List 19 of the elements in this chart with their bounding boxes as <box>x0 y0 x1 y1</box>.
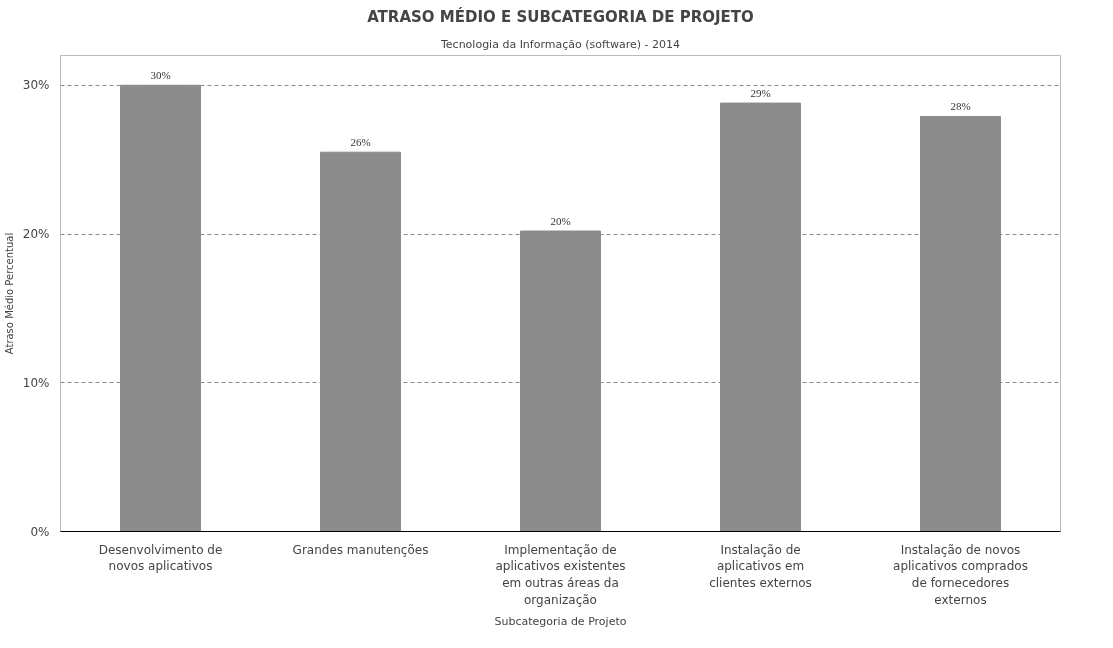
data-label: 29% <box>750 87 771 100</box>
y-tick-label: 0% <box>30 524 50 539</box>
x-tick-label: Implementação de aplicativos existentes em outras áreas da organização <box>495 542 626 607</box>
data-label: 28% <box>950 100 971 113</box>
data-label: 30% <box>150 69 171 82</box>
y-tick-label: 30% <box>22 78 50 93</box>
y-axis-title: Atraso Médio Percentual <box>3 232 15 355</box>
x-axis-title: Subcategoria de Projeto <box>494 614 627 628</box>
y-tick-label: 20% <box>22 227 50 241</box>
x-tick-label: Instalação de aplicativos em clientes externos <box>709 542 812 591</box>
chart-subtitle: Tecnologia da Informação (software) - 2014 <box>439 37 681 51</box>
data-label: 20% <box>550 215 571 228</box>
x-tick-label: Desenvolvimento de novos aplicativos <box>98 542 223 574</box>
data-label: 26% <box>350 136 371 149</box>
y-tick-label: 10% <box>22 375 50 390</box>
x-tick-label: Grandes manutenções <box>292 542 429 557</box>
chart-title: ATRASO MÉDIO E SUBCATEGORIA DE PROJETO <box>367 6 754 26</box>
bar <box>320 151 401 532</box>
x-tick-label: Instalação de novos aplicativos comprados de fornecedores externos <box>893 542 1028 607</box>
